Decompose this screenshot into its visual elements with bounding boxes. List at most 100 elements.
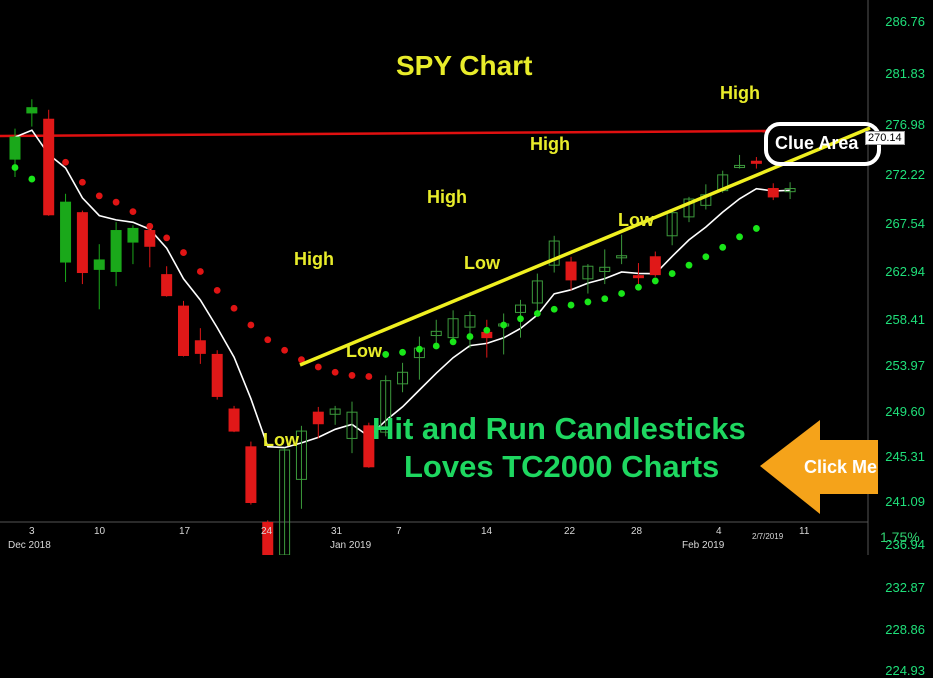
psar-dot-green [382,351,390,358]
psar-dot-green [685,261,693,269]
candle-body [312,411,324,425]
candle-body [43,118,55,216]
psar-dot-red [196,268,204,275]
psar-dot-red [129,208,137,216]
price-axis-tick: 272.22 [885,166,925,182]
annotation-low: Low [464,253,500,273]
candle-body [211,353,223,397]
psar-dot-red [180,249,187,256]
candle-body [515,304,526,313]
date-axis-tick: 10 [94,526,106,537]
date-axis-tick: 14 [481,526,493,537]
candle-body [531,280,543,304]
arrow-shape[interactable] [760,420,878,514]
candle-body [161,274,173,297]
psar-dot-red [314,363,322,371]
candle-body [599,266,611,272]
candle-body [548,240,560,266]
candle-body [127,227,139,243]
candle-body [649,256,661,276]
psar-dot-green [11,164,19,171]
price-axis-tick: 228.86 [885,621,925,637]
psar-dot-green [517,315,524,323]
psar-dot-green [28,175,36,183]
moving-average-short-line [14,129,791,449]
price-axis-tick: 253.97 [885,358,925,374]
chart-title: SPY Chart [396,50,533,81]
candle-body [430,330,442,337]
date-axis-tick: 28 [631,526,643,537]
psar-dot-red [264,336,272,344]
clue-area-label: Clue Area [775,133,859,153]
candle-body [616,255,628,259]
psar-dot-green [449,338,457,346]
cursor-date: 2/7/2019 [752,532,784,541]
psar-dot-red [62,158,69,166]
date-axis-tick: 31 [331,526,343,537]
psar-dot-red [213,286,221,294]
candle-body [565,261,577,281]
price-axis-tick: 249.60 [885,404,925,420]
psar-dot-green [399,348,406,356]
psar-dot-green [601,295,609,303]
candle-body [329,408,341,415]
price-axis-tick: 258.41 [885,311,925,327]
candle-body [767,188,779,198]
candle-body [76,212,88,274]
candle-body [110,230,122,272]
psar-dot-green [736,233,743,241]
candle-body [582,265,594,280]
annotation-high: High [294,249,334,269]
psar-dot-red [348,372,356,379]
annotation-low: Low [618,210,654,230]
candle-body [60,201,72,263]
psar-dot-green [753,225,760,232]
candle-body [734,164,746,169]
candle-body [683,198,695,218]
price-chart-svg [0,0,871,555]
psar-dot-red [163,234,171,242]
promo-headline: Hit and Run Candlesticks [372,411,746,446]
candle-body [178,305,189,356]
date-axis-tick: 3 [29,526,35,537]
month-axis-label: Dec 2018 [8,540,51,551]
last-price-tag: 270.14 [865,131,905,145]
price-axis-tick: 224.93 [885,663,925,678]
price-axis-tick: 262.94 [885,264,925,280]
date-axis-tick: 11 [799,526,810,537]
psar-dot-red [79,178,86,186]
click-me-arrow[interactable] [760,418,880,518]
candle-body [464,315,476,328]
candle-body [26,107,38,114]
psar-dot-green [635,283,642,291]
uptrend-line [299,126,871,367]
candle-body [666,212,678,237]
annotation-high: High [530,134,570,154]
psar-dot-green [668,270,676,277]
annotation-high: High [720,83,760,103]
psar-dot-red [298,356,305,364]
candle-body [194,340,206,354]
annotation-low: Low [263,430,299,450]
price-axis-tick: 245.31 [885,449,925,465]
psar-dot-green [466,333,474,340]
psar-dot-green [483,326,491,334]
price-axis-tick: 236.94 [885,537,925,553]
candle-body [380,380,392,433]
psar-dot-red [281,346,288,354]
candle-body [144,230,156,247]
click-me-button-label[interactable]: Click Me [804,457,878,477]
candle-body [784,188,796,193]
date-axis-tick: 4 [716,526,722,537]
psar-dot-green [550,305,558,313]
psar-dot-red [112,198,120,206]
psar-dot-green [651,277,659,285]
price-axis-tick: 276.98 [885,116,925,132]
psar-dot-green [618,290,625,297]
psar-dot-green [567,301,575,309]
date-axis-tick: 7 [396,526,402,537]
candle-body [228,408,240,432]
date-axis-tick: 17 [179,526,191,537]
candle-body [447,318,459,339]
